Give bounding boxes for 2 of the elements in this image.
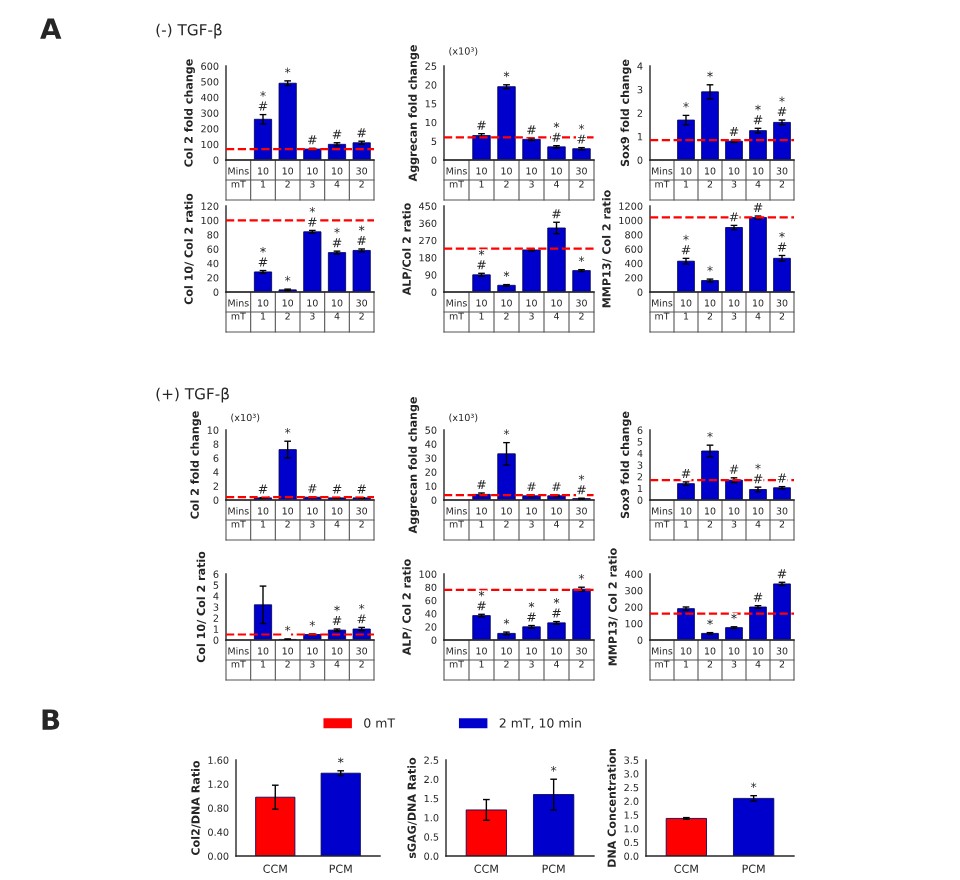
text: B xyxy=(42,709,60,730)
text: A xyxy=(40,18,62,39)
